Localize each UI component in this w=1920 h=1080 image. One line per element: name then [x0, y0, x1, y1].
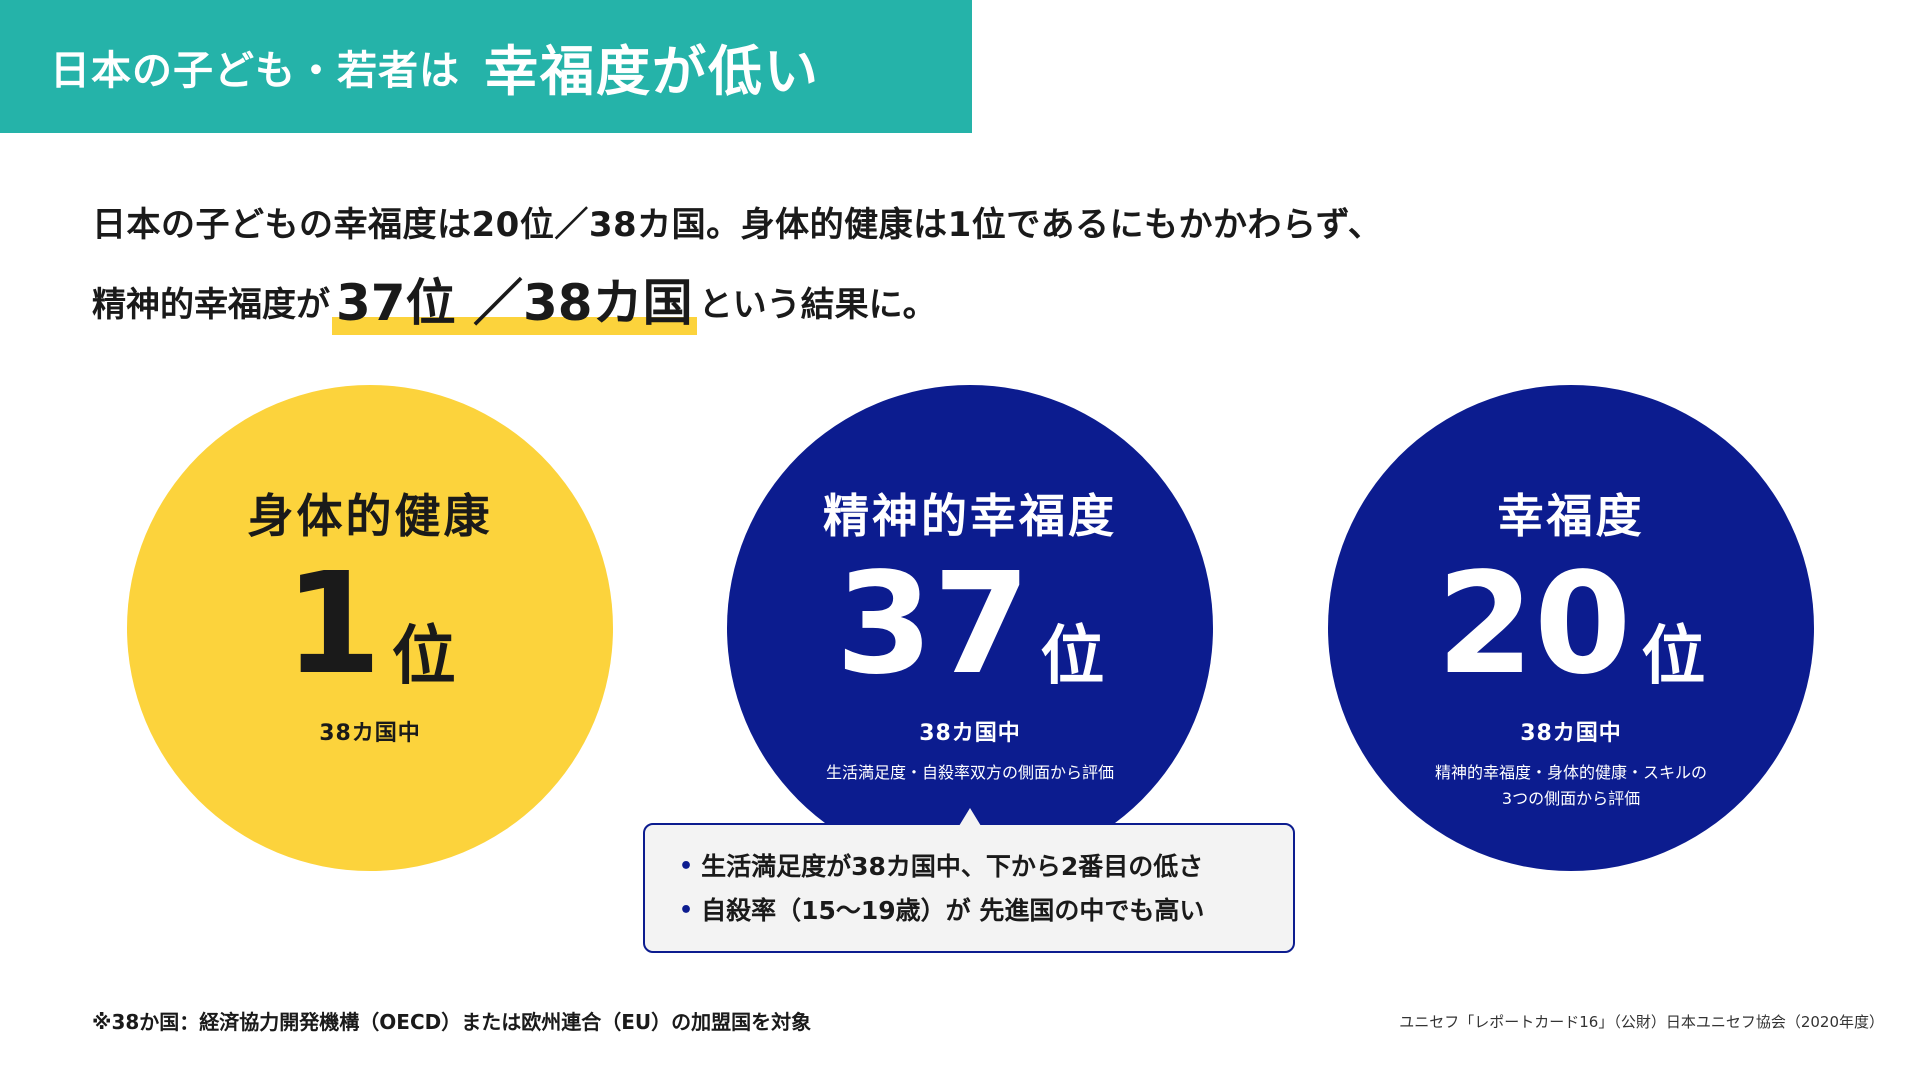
- mental-wellbeing-note: 生活満足度・自殺率双方の側面から評価: [727, 760, 1213, 786]
- physical-health-rank-number: 1: [284, 543, 382, 706]
- mental-wellbeing-rank: 37 位: [727, 555, 1213, 695]
- physical-health-circle: 身体的健康 1 位 38カ国中: [127, 385, 613, 871]
- mental-wellbeing-note-line-1: 生活満足度・自殺率双方の側面から評価: [825, 763, 1114, 782]
- physical-health-heading: 身体的健康: [247, 489, 493, 543]
- physical-health-rank: 1 位: [127, 555, 613, 695]
- title-prefix: 日本の子ども・若者は: [50, 47, 460, 94]
- callout-pointer-fill: [959, 808, 981, 826]
- source-citation: ユニセフ「レポートカード16」（公財）日本ユニセフ協会（2020年度）: [1399, 1013, 1884, 1031]
- intro-line-1: 日本の子どもの幸福度は20位／38カ国。身体的健康は1位であるにもかかわらず、: [92, 205, 1383, 245]
- callout-item-text: 自殺率（15〜19歳）が 先進国の中でも高い: [701, 896, 1205, 925]
- wellbeing-rank-number: 20: [1436, 543, 1632, 706]
- bullet-icon: •: [679, 898, 694, 923]
- mental-wellbeing-rank-unit: 位: [1040, 620, 1105, 694]
- mental-wellbeing-circle: 精神的幸福度 37 位 38カ国中 生活満足度・自殺率双方の側面から評価: [727, 385, 1213, 871]
- callout-item-text: 生活満足度が38カ国中、下から2番目の低さ: [701, 852, 1204, 881]
- title-main: 幸福度が低い: [484, 40, 820, 103]
- title-banner: 日本の子ども・若者は 幸福度が低い: [0, 0, 972, 133]
- intro-line-2-suffix: という結果に。: [698, 285, 937, 325]
- footnote: ※38か国：経済協力開発機構（OECD）または欧州連合（EU）の加盟国を対象: [92, 1010, 812, 1034]
- intro-text: 日本の子どもの幸福度は20位／38カ国。身体的健康は1位であるにもかかわらず、 …: [92, 195, 1382, 335]
- callout-box: • 生活満足度が38カ国中、下から2番目の低さ • 自殺率（15〜19歳）が 先…: [643, 823, 1295, 953]
- intro-line-2: 精神的幸福度が 37位 ／38カ国 という結果に。: [92, 261, 1382, 335]
- mental-wellbeing-rank-number: 37: [835, 543, 1031, 706]
- physical-health-sub: 38カ国中: [319, 721, 421, 746]
- physical-health-rank-unit: 位: [391, 620, 456, 694]
- callout-item: • 自殺率（15〜19歳）が 先進国の中でも高い: [679, 889, 1259, 933]
- wellbeing-note-line-2: 3つの側面から評価: [1501, 789, 1641, 808]
- wellbeing-note-line-1: 精神的幸福度・身体的健康・スキルの: [1434, 763, 1707, 782]
- wellbeing-heading: 幸福度: [1497, 489, 1645, 543]
- wellbeing-rank: 20 位: [1328, 555, 1814, 695]
- intro-line-2-prefix: 精神的幸福度が: [92, 285, 330, 325]
- wellbeing-rank-unit: 位: [1641, 620, 1706, 694]
- callout-item: • 生活満足度が38カ国中、下から2番目の低さ: [679, 845, 1259, 889]
- intro-highlight: 37位 ／38カ国: [332, 271, 697, 335]
- wellbeing-circle: 幸福度 20 位 38カ国中 精神的幸福度・身体的健康・スキルの 3つの側面から…: [1328, 385, 1814, 871]
- wellbeing-note: 精神的幸福度・身体的健康・スキルの 3つの側面から評価: [1328, 760, 1814, 812]
- wellbeing-sub: 38カ国中: [1520, 721, 1622, 746]
- mental-wellbeing-heading: 精神的幸福度: [823, 489, 1117, 543]
- bullet-icon: •: [679, 854, 694, 879]
- mental-wellbeing-sub: 38カ国中: [919, 721, 1021, 746]
